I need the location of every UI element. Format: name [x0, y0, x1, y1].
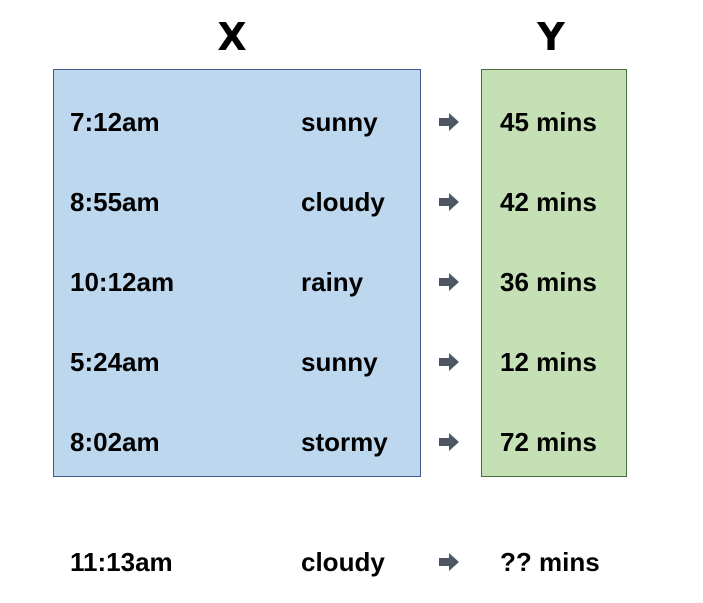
query-duration-value: ?? mins — [500, 547, 600, 577]
duration-value: 45 mins — [500, 107, 597, 137]
time-value: 8:02am — [70, 427, 160, 457]
y-column-title: Y — [537, 15, 565, 59]
weather-value: cloudy — [301, 187, 385, 217]
right-arrow-icon — [438, 352, 460, 372]
weather-value: stormy — [301, 427, 388, 457]
right-arrow-icon — [438, 112, 460, 132]
duration-value: 12 mins — [500, 347, 597, 377]
duration-value: 72 mins — [500, 427, 597, 457]
training-row: 7:12am sunny 45 mins — [0, 102, 703, 142]
right-arrow-icon — [438, 552, 460, 572]
right-arrow-icon — [438, 272, 460, 292]
weather-value: sunny — [301, 347, 378, 377]
right-arrow-icon — [438, 432, 460, 452]
time-value: 5:24am — [70, 347, 160, 377]
weather-value: sunny — [301, 107, 378, 137]
y-output-box — [481, 69, 627, 477]
query-time-value: 11:13am — [70, 547, 173, 577]
x-column-title: X — [217, 15, 247, 59]
duration-value: 42 mins — [500, 187, 597, 217]
time-value: 7:12am — [70, 107, 160, 137]
right-arrow-icon — [438, 192, 460, 212]
weather-value: rainy — [301, 267, 364, 297]
training-row: 8:02am stormy 72 mins — [0, 422, 703, 462]
time-value: 10:12am — [70, 267, 175, 297]
time-value: 8:55am — [70, 187, 160, 217]
x-input-box — [53, 69, 421, 477]
training-row: 5:24am sunny 12 mins — [0, 342, 703, 382]
query-weather-value: cloudy — [301, 547, 385, 577]
duration-value: 36 mins — [500, 267, 597, 297]
training-row: 10:12am rainy 36 mins — [0, 262, 703, 302]
query-row: 11:13am cloudy ?? mins — [0, 542, 703, 582]
training-row: 8:55am cloudy 42 mins — [0, 182, 703, 222]
